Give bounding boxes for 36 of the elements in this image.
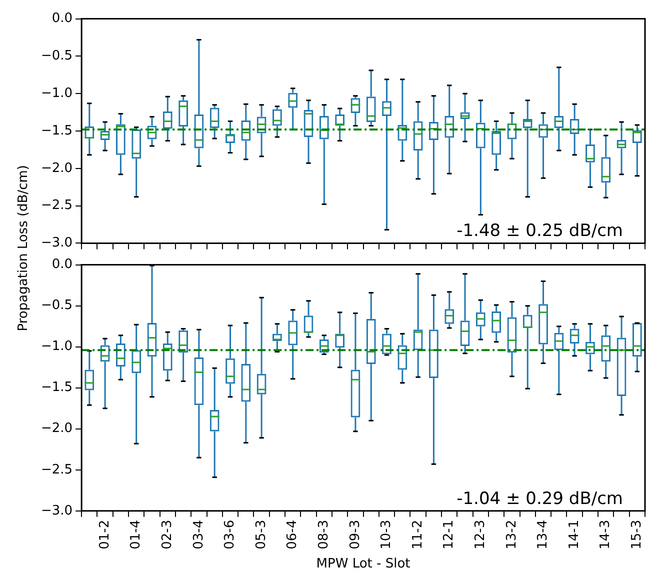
y-tick-label: −2.0 [40, 421, 73, 436]
x-tick-label: 05-3 [254, 520, 269, 550]
y-axis-title: Propagation Loss (dB/cm) [16, 164, 30, 332]
y-tick-label: −1.5 [40, 380, 73, 396]
annotation: -1.04 ± 0.29 dB/cm [456, 488, 623, 509]
y-tick-label: −0.5 [40, 48, 73, 64]
y-tick-label: −2.5 [40, 198, 73, 214]
x-tick-label: 03-4 [191, 520, 206, 550]
y-tick-label: 0.0 [52, 257, 73, 272]
x-tick-label: 12-1 [442, 520, 457, 550]
x-tick-label: 01-4 [128, 520, 144, 550]
y-tick-label: −0.5 [40, 298, 73, 314]
y-tick-label: 0.0 [52, 11, 73, 26]
y-tick-label: −2.5 [40, 462, 73, 478]
x-tick-label: 02-3 [160, 520, 176, 550]
x-tick-label: 11-2 [410, 520, 426, 550]
x-tick-label: 09-3 [348, 520, 363, 550]
annotation: -1.48 ± 0.25 dB/cm [456, 221, 623, 242]
x-tick-label: 14-1 [566, 520, 582, 550]
x-tick-label: 14-3 [598, 520, 614, 550]
x-axis-title: MPW Lot - Slot [316, 556, 410, 572]
y-tick-label: −3.0 [40, 236, 73, 251]
x-tick-label: 01-2 [97, 520, 112, 550]
x-tick-label: 03-6 [222, 520, 238, 550]
x-tick-label: 13-4 [536, 520, 551, 550]
y-tick-label: −2.0 [40, 160, 73, 176]
y-tick-label: −1.0 [40, 86, 73, 101]
y-tick-label: −1.0 [40, 339, 73, 354]
y-tick-label: −3.0 [40, 503, 73, 518]
x-tick-label: 12-3 [473, 520, 488, 550]
y-tick-label: −1.5 [40, 123, 73, 138]
x-tick-label: 08-3 [316, 520, 332, 550]
x-tick-label: 10-3 [379, 520, 394, 550]
x-tick-label: 06-4 [285, 520, 300, 550]
x-tick-label: 13-2 [504, 520, 520, 550]
x-tick-label: 15-3 [630, 520, 645, 550]
